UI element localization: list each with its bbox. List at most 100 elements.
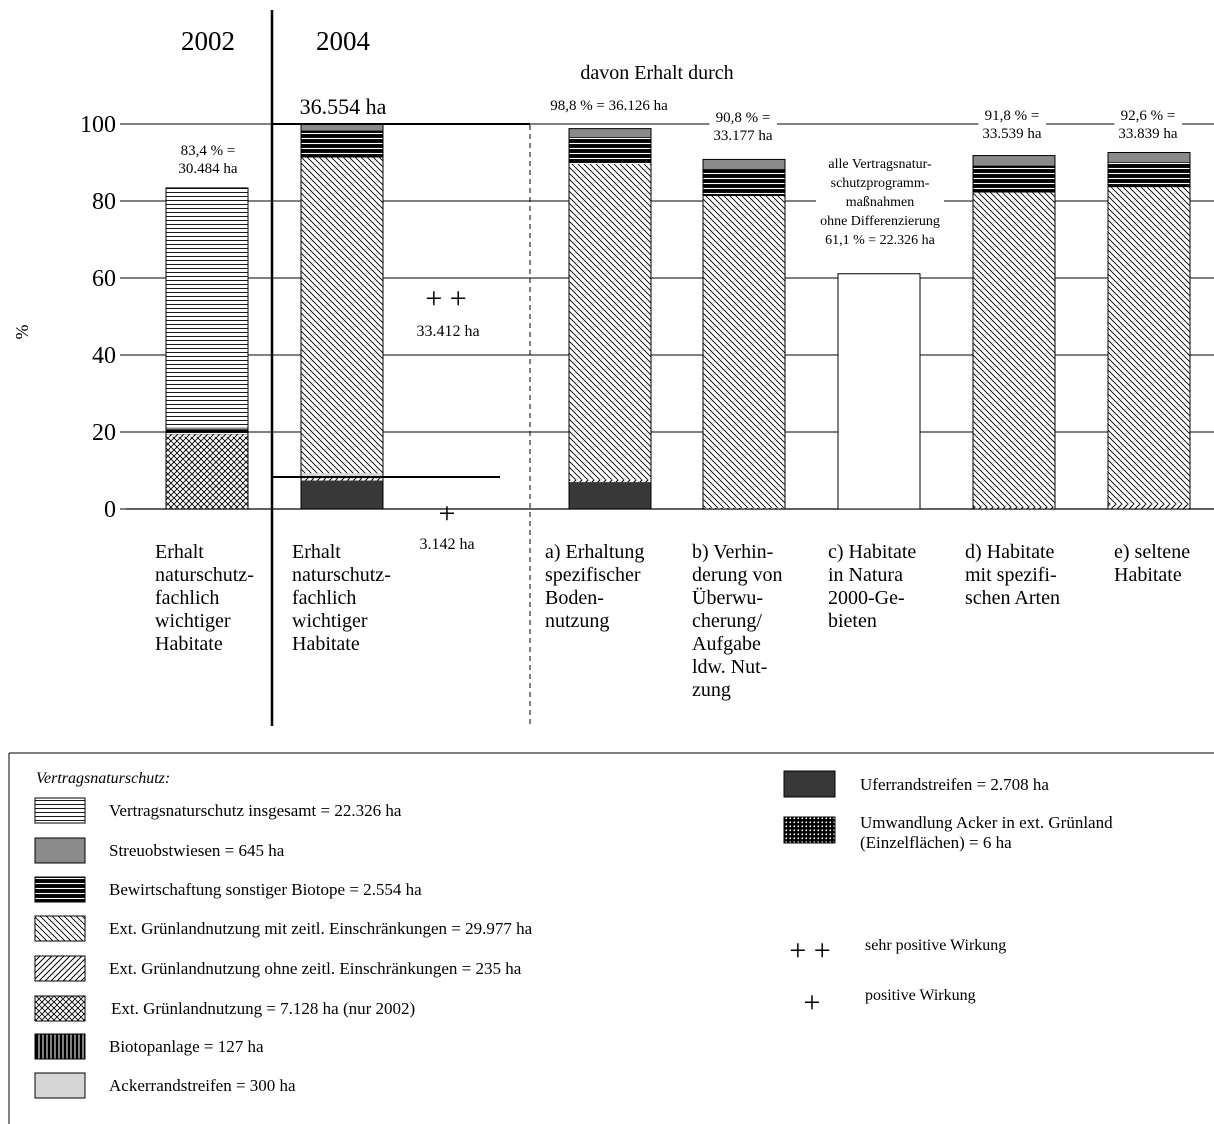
- category-label-line: Habitate: [155, 633, 223, 655]
- y-axis-label: %: [12, 325, 32, 340]
- legend-swatch-ext_gruen_2002: [34, 995, 86, 1022]
- legend-label-biotopanlage: Biotopanlage = 127 ha: [109, 1037, 264, 1056]
- category-label-line: 2000-Ge-: [828, 587, 905, 609]
- y-axis: 0 20 40 60 80 100: [80, 112, 126, 523]
- bar-value-label-line: maßnahmen: [846, 195, 914, 210]
- bar-value-label-line: alle Vertragsnatur-: [828, 157, 932, 172]
- legend-label-acker_umwandlung: Umwandlung Acker in ext. Grünland: [860, 813, 1113, 832]
- category-label-1: Erhaltnaturschutz-fachlichwichtigerHabit…: [155, 541, 254, 655]
- bar-value-label-6: 91,8 % = 33.539 ha: [978, 106, 1046, 144]
- bar-segment-blank: [838, 273, 920, 509]
- y-tick-label: 100: [80, 112, 116, 138]
- legend-swatch-biotopanlage: [34, 1033, 86, 1060]
- bar-outline: [165, 187, 249, 510]
- bar-value-label-line: 33.839 ha: [1118, 126, 1178, 142]
- annotation-symbol-very-positive: + +: [425, 282, 466, 315]
- chart-header: davon Erhalt durch: [580, 62, 733, 84]
- bar-segment-streuobst: [166, 427, 248, 430]
- legend-label-acker_umwandlung: (Einzelflächen) = 6 ha: [860, 833, 1012, 852]
- bar-segment-ext_ohne: [973, 506, 1055, 509]
- y-tick-label: 0: [104, 497, 116, 523]
- bar-value-label-1: 83,4 % = 30.484 ha: [174, 141, 242, 179]
- legend-effect-symbol-positive: +: [804, 986, 821, 1019]
- bar-value-label-line: 83,4 % =: [181, 143, 236, 159]
- bar-segment-bewirtschaftung: [973, 165, 1055, 193]
- bar-value-label-3: 98,8 % = 36.126 ha: [546, 96, 673, 116]
- bar-value-label-line: 30.484 ha: [178, 161, 238, 177]
- category-label-line: e) seltene: [1114, 541, 1190, 563]
- bar-outline: [568, 128, 652, 510]
- bar-segment-ackerrand: [301, 473, 383, 477]
- bar-value-label-4: 90,8 % = 33.177 ha: [709, 108, 777, 146]
- annotation-label-very-positive: 33.412 ha: [416, 323, 479, 340]
- bar-segment-ext_mit: [1108, 187, 1190, 505]
- legend-left-items: Vertragsnaturschutz insgesamt = 22.326 h…: [34, 797, 533, 1099]
- bar-segment-ext_mit: [703, 195, 785, 508]
- category-label-line: wichtiger: [292, 610, 368, 632]
- bar-6: [972, 155, 1056, 510]
- bar-value-label-line: 91,8 % =: [985, 108, 1040, 124]
- legend-title: Vertragsnaturschutz:: [36, 770, 170, 787]
- y-tick-label: 40: [92, 343, 116, 369]
- category-label-line: in Natura: [828, 564, 903, 586]
- category-label-line: Aufgabe: [692, 633, 761, 655]
- category-label-line: Boden-: [545, 587, 604, 609]
- legend-swatch-ackerrand: [34, 1072, 86, 1099]
- category-label-line: bieten: [828, 610, 877, 632]
- year-label-2002: 2002: [181, 26, 235, 56]
- bar-segment-streuobst: [703, 159, 785, 170]
- annotation-label-positive: 3.142 ha: [419, 536, 474, 553]
- category-label-line: spezifischer: [545, 564, 641, 586]
- category-label-line: ldw. Nut-: [692, 656, 767, 678]
- bar-segment-bewirtschaftung: [166, 429, 248, 435]
- year-label-2004: 2004: [316, 26, 371, 56]
- legend-label-ackerrand: Ackerrandstreifen = 300 ha: [109, 1076, 296, 1095]
- legend-swatch-ext_ohne: [34, 955, 86, 982]
- bar-value-label-line: 61,1 % = 22.326 ha: [825, 233, 936, 248]
- legend-label-uferrand: Uferrandstreifen = 2.708 ha: [860, 775, 1049, 794]
- label-background: [546, 96, 673, 116]
- legend-label-ext_gruen_2002: Ext. Grünlandnutzung = 7.128 ha (nur 200…: [111, 999, 415, 1018]
- legend-swatch-acker_umwandlung: [783, 816, 836, 844]
- category-label-line: fachlich: [155, 587, 219, 609]
- legend-right-items: Uferrandstreifen = 2.708 ha Umwandlung Ac…: [783, 770, 1113, 852]
- legend-label-ext_mit: Ext. Grünlandnutzung mit zeitl. Einschrä…: [109, 919, 533, 938]
- bar-4: [702, 158, 786, 510]
- category-label-line: c) Habitate: [828, 541, 916, 563]
- total-area-label: 36.554 ha: [300, 94, 387, 119]
- bar-segment-bewirtschaftung: [703, 169, 785, 196]
- category-label-line: derung von: [692, 564, 783, 586]
- bar-value-label-line: schutzprogramm-: [831, 176, 930, 191]
- bar-segment-bewirtschaftung: [1108, 162, 1190, 188]
- bar-value-label-line: 33.177 ha: [713, 128, 773, 144]
- legend-effect-symbol-very-positive: + +: [789, 934, 830, 967]
- category-label-line: fachlich: [292, 587, 356, 609]
- legend-swatch-bewirtschaftung: [34, 876, 86, 903]
- bar-segment-ext_ohne: [301, 478, 383, 481]
- category-label-line: mit spezifi-: [965, 564, 1057, 586]
- legend-effect-label-very-positive: sehr positive Wirkung: [865, 937, 1006, 954]
- bar-segment-ext_mit: [973, 192, 1055, 507]
- category-label-line: wichtiger: [155, 610, 231, 632]
- legend-swatch-streuobst: [34, 837, 86, 864]
- bar-value-label-line: 90,8 % =: [716, 110, 771, 126]
- category-label-line: Überwu-: [692, 586, 763, 609]
- legend-effect-label-positive: positive Wirkung: [865, 987, 976, 1004]
- legend-label-ext_ohne: Ext. Grünlandnutzung ohne zeitl. Einschr…: [109, 959, 522, 978]
- bar-7: [1107, 151, 1191, 510]
- category-label-line: Erhalt: [155, 541, 204, 563]
- category-labels: Erhaltnaturschutz-fachlichwichtigerHabit…: [155, 541, 1190, 701]
- label-background: [174, 141, 242, 179]
- bar-3: [568, 128, 652, 510]
- bar-value-label-7: 92,6 % = 33.839 ha: [1114, 106, 1182, 144]
- bars: [165, 123, 1191, 510]
- y-tick-label: 20: [92, 420, 116, 446]
- bar-value-label-line: ohne Differenzierung: [820, 214, 940, 229]
- legend-label-streuobst: Streuobstwiesen = 645 ha: [109, 841, 285, 860]
- label-background: [978, 106, 1046, 144]
- category-label-line: b) Verhin-: [692, 541, 773, 563]
- category-label-line: nutzung: [545, 610, 609, 632]
- category-label-line: Habitate: [292, 633, 360, 655]
